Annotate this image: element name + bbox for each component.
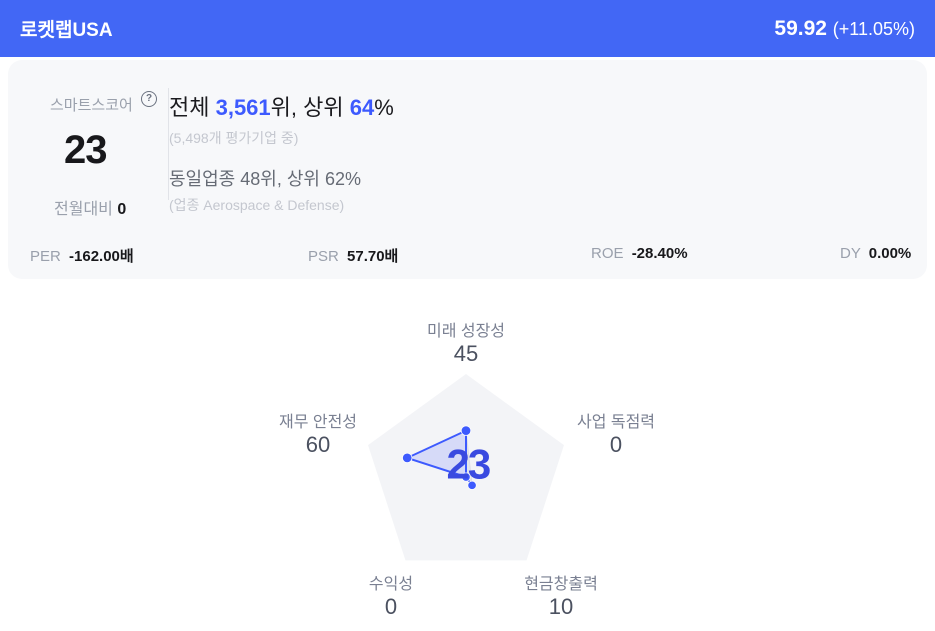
svg-text:2: 2 [447,441,470,488]
svg-text:0: 0 [610,432,622,457]
svg-text:미래 성장성: 미래 성장성 [427,322,505,340]
svg-text:45: 45 [454,341,478,366]
svg-text:10: 10 [549,594,573,619]
svg-text:재무 안전성: 재무 안전성 [279,413,357,431]
svg-text:현금창출력: 현금창출력 [524,575,598,593]
svg-text:0: 0 [385,594,397,619]
svg-text:3: 3 [468,441,491,488]
svg-text:수익성: 수익성 [369,575,413,593]
svg-text:사업 독점력: 사업 독점력 [577,413,655,431]
svg-text:60: 60 [306,432,330,457]
